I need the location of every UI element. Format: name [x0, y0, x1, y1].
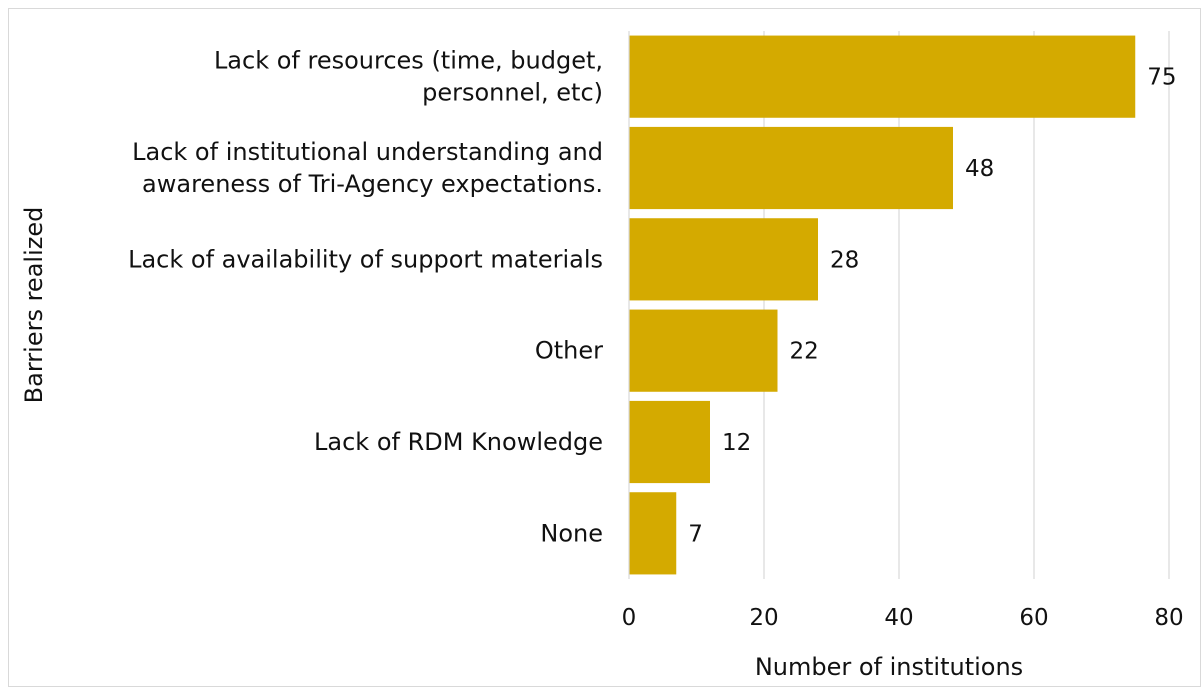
category-label-6: None [540, 519, 603, 547]
category-label-line: Lack of resources (time, budget, [214, 47, 603, 75]
bar-5 [629, 400, 710, 484]
category-label-2: Lack of institutional understanding and a… [132, 138, 603, 198]
y-axis-title: Barriers realized [20, 207, 48, 404]
category-label-1: Lack of resources (time, budget, personne… [214, 47, 603, 107]
category-label-line: Other [535, 337, 603, 365]
category-label-3: Lack of availability of support material… [128, 245, 603, 273]
data-labels: 75 48 28 22 12 7 [688, 65, 1176, 548]
category-label-line: Lack of availability of support material… [128, 245, 603, 273]
gridlines [763, 31, 1170, 579]
category-label-4: Other [535, 337, 603, 365]
x-tick-labels: 0 20 40 60 80 [622, 605, 1184, 631]
bar-6 [629, 492, 677, 575]
x-tick-label-80: 80 [1154, 605, 1183, 631]
category-label-line: Lack of RDM Knowledge [314, 428, 603, 456]
data-label-3: 28 [830, 247, 859, 273]
x-tick-label-40: 40 [884, 605, 913, 631]
x-tick-label-0: 0 [622, 605, 637, 631]
category-label-line: Lack of institutional understanding and [132, 138, 603, 166]
category-labels: Lack of resources (time, budget, personne… [128, 47, 603, 548]
category-label-line: personnel, etc) [422, 79, 603, 107]
bar-chart: Lack of resources (time, budget, personne… [20, 31, 1184, 681]
data-label-6: 7 [688, 521, 703, 547]
data-label-1: 75 [1147, 65, 1176, 91]
data-label-4: 22 [790, 339, 819, 365]
x-tick-label-20: 20 [749, 605, 778, 631]
bar-2 [629, 126, 953, 210]
bar-4 [629, 309, 778, 392]
category-label-line: None [540, 519, 603, 547]
x-tick-label-60: 60 [1019, 605, 1048, 631]
category-label-5: Lack of RDM Knowledge [314, 428, 603, 456]
data-label-5: 12 [722, 430, 751, 456]
category-label-line: awareness of Tri-Agency expectations. [142, 170, 603, 198]
bars [629, 35, 1136, 575]
x-axis-title: Number of institutions [755, 653, 1023, 681]
bar-3 [629, 218, 818, 301]
bar-1 [629, 35, 1136, 118]
chart-frame: Lack of resources (time, budget, personne… [8, 8, 1201, 687]
data-label-2: 48 [965, 156, 994, 182]
